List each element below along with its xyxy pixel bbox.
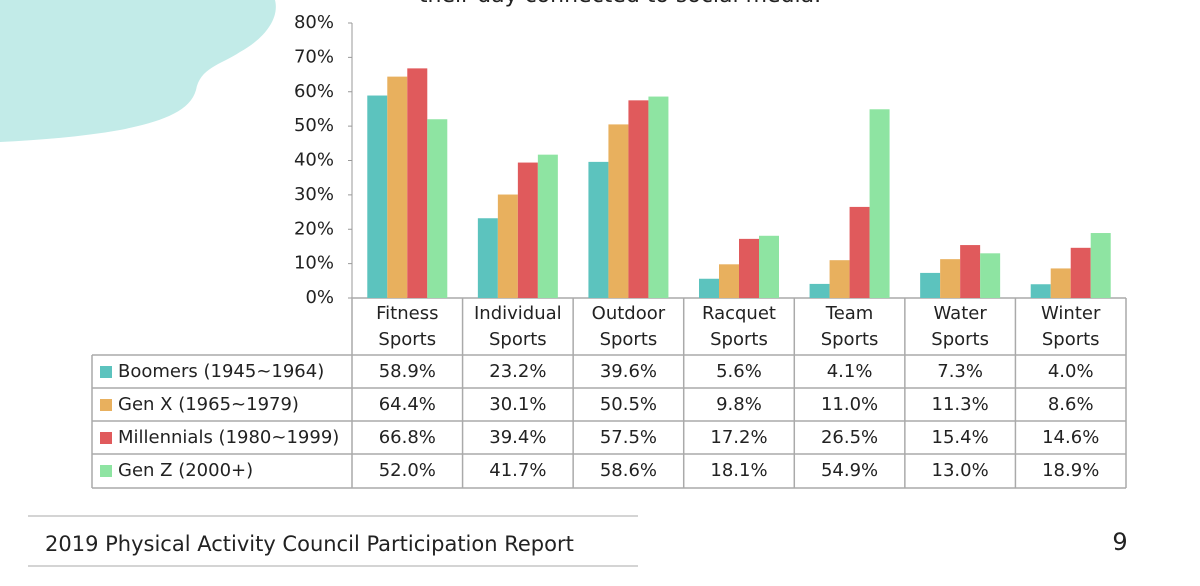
category-text: Water Sports <box>931 303 989 350</box>
category-text: Team Sports <box>820 303 879 350</box>
legend-entry: Boomers (1945~1964) <box>100 355 350 388</box>
bar <box>497 194 518 298</box>
value-label: 64.4% <box>378 393 436 415</box>
bar <box>517 162 538 298</box>
value-label: 18.9% <box>1042 460 1100 481</box>
bar <box>809 283 830 298</box>
y-tick-label: 40% <box>294 150 334 171</box>
value-label: 41.7% <box>489 460 547 481</box>
bar <box>699 278 719 298</box>
y-tick-label: 0% <box>305 287 334 308</box>
bar <box>648 96 669 298</box>
category-label: Outdoor Sports <box>575 300 682 354</box>
value-label: 11.3% <box>931 393 989 415</box>
value-label: 23.2% <box>489 360 547 382</box>
category-label: Winter Sports <box>1017 300 1124 354</box>
footer-text: 2019 Physical Activity Council Participa… <box>45 532 574 556</box>
bar <box>960 245 981 298</box>
value-label: 39.4% <box>489 426 547 448</box>
value-label: 8.6% <box>1047 393 1094 415</box>
value-label: 13.0% <box>931 460 989 481</box>
value-label: 9.8% <box>716 393 762 415</box>
value-label: 4.0% <box>1047 360 1094 382</box>
y-tick-label: 50% <box>294 115 334 136</box>
bar <box>477 218 498 298</box>
y-tick-label: 80% <box>294 12 334 33</box>
legend-label: Millennials (1980~1999) <box>118 426 340 448</box>
value-label: 58.6% <box>599 460 658 481</box>
bar <box>427 119 448 298</box>
y-tick-label: 20% <box>294 218 334 239</box>
category-text: Outdoor Sports <box>591 303 666 350</box>
value-label: 54.9% <box>820 460 879 481</box>
category-label: Fitness Sports <box>354 300 461 354</box>
y-tick-label: 60% <box>294 81 334 102</box>
category-label: Racquet Sports <box>686 300 793 354</box>
category-label: Water Sports <box>907 300 1014 354</box>
value-label: 50.5% <box>599 393 658 415</box>
legend-label: Gen X (1965~1979) <box>118 393 299 415</box>
bar <box>920 272 941 298</box>
value-label: 66.8% <box>378 426 436 448</box>
bar <box>387 76 408 298</box>
value-label: 26.5% <box>820 426 879 448</box>
value-label: 58.9% <box>378 360 436 382</box>
value-label: 11.0% <box>820 393 879 415</box>
value-label: 52.0% <box>378 460 436 481</box>
legend-swatch <box>100 465 112 477</box>
bar <box>759 235 779 298</box>
bar <box>1030 284 1051 298</box>
value-label: 7.3% <box>937 360 983 382</box>
bar <box>980 253 1001 298</box>
annotation: their day connected to social media. <box>419 0 821 8</box>
legend-entry: Millennials (1980~1999) <box>100 421 350 454</box>
legend-label: Boomers (1945~1964) <box>118 360 325 382</box>
bar <box>719 264 739 298</box>
category-label: Team Sports <box>796 300 903 354</box>
bar <box>739 238 759 298</box>
page-number: 9 <box>1112 528 1127 556</box>
bar <box>849 206 870 298</box>
bar <box>628 100 649 298</box>
legend-swatch <box>100 431 112 444</box>
bar <box>940 259 961 298</box>
value-label: 5.6% <box>716 360 762 382</box>
decor-shape <box>0 0 276 142</box>
category-text: Winter Sports <box>1041 303 1101 350</box>
legend-swatch <box>100 365 112 378</box>
value-label: 14.6% <box>1042 426 1100 448</box>
category-label: Individual Sports <box>465 300 572 354</box>
value-label: 17.2% <box>710 426 768 448</box>
bar <box>1090 233 1111 298</box>
value-label: 57.5% <box>599 426 658 448</box>
y-tick-label: 10% <box>294 253 334 274</box>
category-text: Racquet Sports <box>701 303 776 350</box>
category-text: Individual Sports <box>474 303 562 350</box>
bar <box>537 154 558 298</box>
value-label: 39.6% <box>599 360 658 382</box>
category-text: Fitness Sports <box>376 303 439 350</box>
legend-swatch <box>100 398 112 411</box>
value-label: 18.1% <box>710 460 768 481</box>
bar <box>869 109 890 298</box>
bar <box>608 124 629 298</box>
bar <box>407 68 428 298</box>
value-label: 30.1% <box>489 393 547 415</box>
bar <box>367 95 388 298</box>
bar <box>588 161 609 298</box>
value-label: 4.1% <box>826 360 873 382</box>
y-tick-label: 30% <box>294 184 334 205</box>
bar <box>1050 268 1071 298</box>
legend-label: Gen Z (2000+) <box>118 460 254 481</box>
legend-entry: Gen Z (2000+) <box>100 454 350 488</box>
value-label: 15.4% <box>931 426 989 448</box>
legend-entry: Gen X (1965~1979) <box>100 388 350 421</box>
bar <box>829 260 850 298</box>
y-tick-label: 70% <box>294 46 334 67</box>
bar <box>1070 247 1091 298</box>
